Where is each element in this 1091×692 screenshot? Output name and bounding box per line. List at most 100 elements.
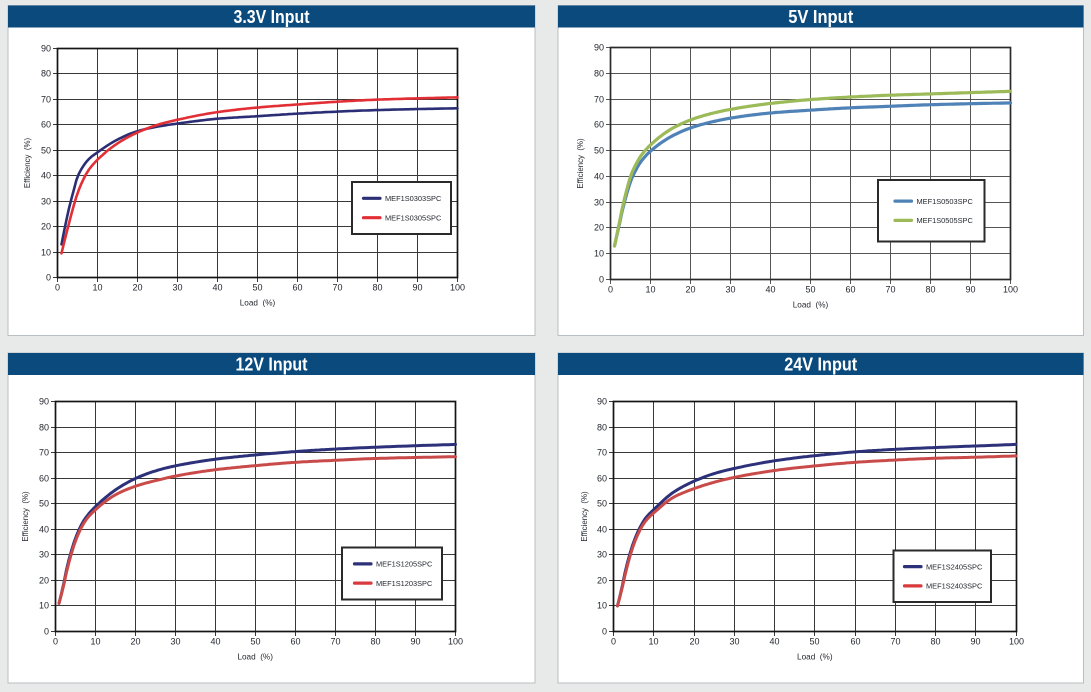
svg-text:90: 90 xyxy=(597,397,607,407)
svg-text:60: 60 xyxy=(290,637,300,647)
svg-text:60: 60 xyxy=(845,285,855,295)
svg-text:Load (%): Load (%) xyxy=(793,301,829,310)
svg-text:20: 20 xyxy=(132,283,142,293)
svg-text:10: 10 xyxy=(594,249,604,259)
svg-text:80: 80 xyxy=(925,285,935,295)
svg-text:40: 40 xyxy=(769,637,779,647)
svg-text:Efficiency (%): Efficiency (%) xyxy=(23,137,32,188)
svg-text:0: 0 xyxy=(46,273,51,283)
svg-text:MEF1S0305SPC: MEF1S0305SPC xyxy=(385,213,442,222)
svg-text:30: 30 xyxy=(729,637,739,647)
svg-text:MEF1S0505SPC: MEF1S0505SPC xyxy=(917,216,974,225)
svg-text:100: 100 xyxy=(1003,285,1018,295)
svg-text:MEF1S0303SPC: MEF1S0303SPC xyxy=(385,194,442,203)
svg-text:90: 90 xyxy=(412,283,422,293)
svg-text:20: 20 xyxy=(689,637,699,647)
svg-text:90: 90 xyxy=(965,285,975,295)
svg-text:60: 60 xyxy=(292,283,302,293)
svg-text:0: 0 xyxy=(599,275,604,285)
svg-text:MEF1S2405SPC: MEF1S2405SPC xyxy=(926,562,983,571)
svg-text:0: 0 xyxy=(44,627,49,637)
svg-text:MEF1S0503SPC: MEF1S0503SPC xyxy=(917,197,974,206)
svg-text:50: 50 xyxy=(41,146,51,156)
svg-text:5V Input: 5V Input xyxy=(788,6,853,27)
svg-text:30: 30 xyxy=(172,283,182,293)
svg-text:60: 60 xyxy=(850,637,860,647)
svg-text:10: 10 xyxy=(597,601,607,611)
svg-text:70: 70 xyxy=(332,283,342,293)
svg-text:70: 70 xyxy=(594,95,604,105)
svg-text:0: 0 xyxy=(611,637,616,647)
svg-text:Efficiency (%): Efficiency (%) xyxy=(576,138,585,189)
svg-text:40: 40 xyxy=(212,283,222,293)
svg-text:Efficiency (%): Efficiency (%) xyxy=(580,491,589,542)
svg-text:100: 100 xyxy=(1009,637,1024,647)
svg-text:30: 30 xyxy=(597,550,607,560)
svg-text:Load (%): Load (%) xyxy=(797,653,833,662)
svg-text:80: 80 xyxy=(372,283,382,293)
svg-text:90: 90 xyxy=(594,43,604,53)
svg-text:70: 70 xyxy=(890,637,900,647)
svg-text:MEF1S2403SPC: MEF1S2403SPC xyxy=(926,582,983,591)
svg-text:MEF1S1205SPC: MEF1S1205SPC xyxy=(376,560,433,569)
svg-text:10: 10 xyxy=(39,601,49,611)
svg-text:20: 20 xyxy=(130,637,140,647)
svg-text:0: 0 xyxy=(55,283,60,293)
svg-text:100: 100 xyxy=(450,283,465,293)
svg-text:Efficiency (%): Efficiency (%) xyxy=(21,491,30,542)
svg-text:10: 10 xyxy=(92,283,102,293)
svg-text:30: 30 xyxy=(594,198,604,208)
svg-text:50: 50 xyxy=(805,285,815,295)
svg-text:0: 0 xyxy=(53,637,58,647)
svg-text:40: 40 xyxy=(597,525,607,535)
svg-text:0: 0 xyxy=(608,285,613,295)
svg-text:0: 0 xyxy=(602,627,607,637)
svg-text:12V Input: 12V Input xyxy=(236,353,308,374)
svg-text:10: 10 xyxy=(648,637,658,647)
svg-text:90: 90 xyxy=(41,44,51,54)
svg-text:20: 20 xyxy=(594,223,604,233)
svg-text:80: 80 xyxy=(39,423,49,433)
svg-text:70: 70 xyxy=(597,448,607,458)
svg-text:50: 50 xyxy=(250,637,260,647)
svg-text:40: 40 xyxy=(594,172,604,182)
svg-text:80: 80 xyxy=(597,423,607,433)
svg-text:80: 80 xyxy=(41,69,51,79)
svg-text:90: 90 xyxy=(39,397,49,407)
svg-text:70: 70 xyxy=(330,637,340,647)
svg-text:10: 10 xyxy=(645,285,655,295)
svg-text:20: 20 xyxy=(39,576,49,586)
svg-text:70: 70 xyxy=(885,285,895,295)
svg-text:20: 20 xyxy=(685,285,695,295)
svg-text:40: 40 xyxy=(41,171,51,181)
svg-text:80: 80 xyxy=(930,637,940,647)
svg-text:90: 90 xyxy=(410,637,420,647)
svg-text:10: 10 xyxy=(41,248,51,258)
svg-text:10: 10 xyxy=(90,637,100,647)
svg-text:MEF1S1203SPC: MEF1S1203SPC xyxy=(376,579,433,588)
svg-text:Load (%): Load (%) xyxy=(240,299,276,308)
svg-text:40: 40 xyxy=(39,525,49,535)
svg-text:60: 60 xyxy=(41,120,51,130)
svg-text:24V Input: 24V Input xyxy=(784,353,857,374)
svg-text:60: 60 xyxy=(597,474,607,484)
svg-text:40: 40 xyxy=(210,637,220,647)
svg-text:50: 50 xyxy=(39,499,49,509)
svg-text:20: 20 xyxy=(597,576,607,586)
svg-text:70: 70 xyxy=(39,448,49,458)
svg-text:30: 30 xyxy=(170,637,180,647)
svg-text:50: 50 xyxy=(594,146,604,156)
svg-text:90: 90 xyxy=(970,637,980,647)
svg-text:Load (%): Load (%) xyxy=(237,653,273,662)
svg-text:50: 50 xyxy=(597,499,607,509)
svg-text:30: 30 xyxy=(39,550,49,560)
svg-text:50: 50 xyxy=(809,637,819,647)
svg-text:3.3V Input: 3.3V Input xyxy=(234,6,310,27)
svg-text:30: 30 xyxy=(41,197,51,207)
svg-text:60: 60 xyxy=(39,474,49,484)
svg-text:30: 30 xyxy=(725,285,735,295)
svg-text:70: 70 xyxy=(41,95,51,105)
svg-text:100: 100 xyxy=(448,637,463,647)
svg-text:50: 50 xyxy=(252,283,262,293)
svg-text:40: 40 xyxy=(765,285,775,295)
